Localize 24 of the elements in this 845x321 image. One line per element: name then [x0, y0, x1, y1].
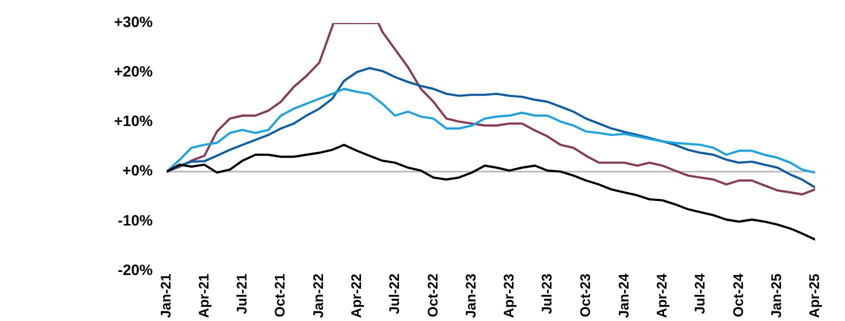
- x-tick-label: Jan-24: [615, 273, 632, 318]
- x-tick-label: Oct-24: [730, 273, 746, 318]
- x-tick-label: Apr-23: [500, 273, 516, 318]
- y-tick-label: +10%: [114, 113, 153, 130]
- x-tick-label: Apr-21: [195, 273, 212, 318]
- x-tick-label: Apr-25: [806, 273, 822, 318]
- x-tick-label: Apr-24: [653, 273, 670, 318]
- y-tick-label: +0%: [122, 162, 153, 180]
- x-tick-label: Jan-25: [768, 273, 784, 318]
- x-tick-label: Oct-23: [576, 273, 593, 318]
- y-tick-label: -20%: [118, 262, 153, 279]
- x-tick-label: Jul-24: [691, 273, 708, 314]
- x-tick-label: Jan-22: [310, 273, 326, 318]
- y-tick-label: +30%: [114, 14, 153, 32]
- x-tick-label: Jan-21: [158, 273, 174, 318]
- x-tick-label: Apr-22: [348, 273, 364, 318]
- x-tick-label: Jan-23: [462, 273, 479, 318]
- x-tick-label: Jul-23: [538, 273, 554, 314]
- x-tick-label: Oct-21: [272, 273, 288, 318]
- x-tick-label: Jul-22: [386, 273, 402, 314]
- y-tick-label: -10%: [118, 212, 153, 230]
- x-tick-label: Jul-21: [233, 273, 250, 314]
- y-tick-label: +20%: [114, 64, 153, 81]
- x-tick-label: Oct-22: [424, 273, 440, 318]
